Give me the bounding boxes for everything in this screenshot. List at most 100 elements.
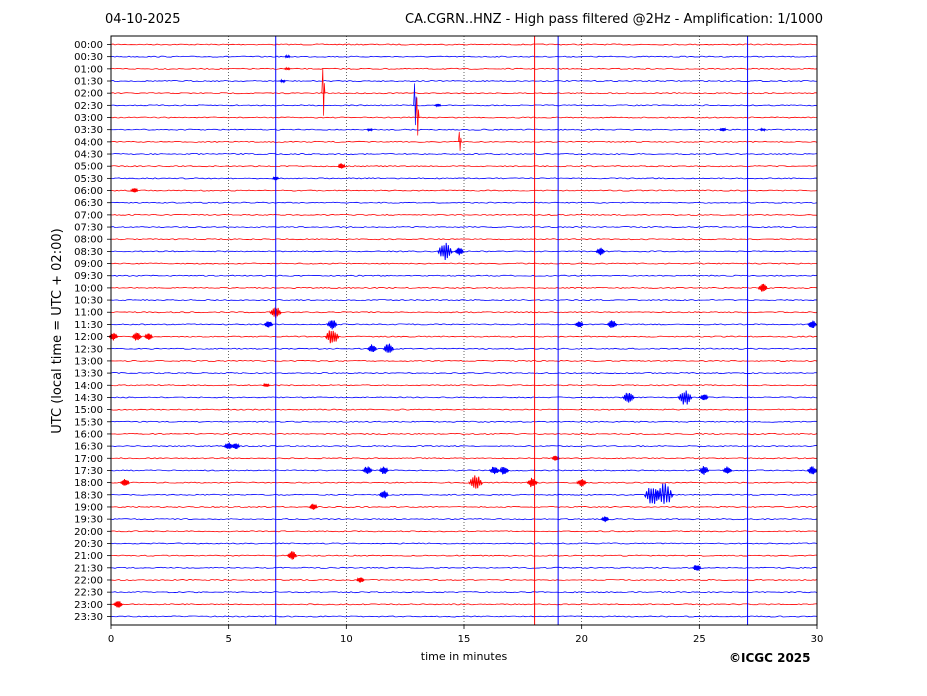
event-mark bbox=[595, 247, 606, 256]
seismic-traces bbox=[110, 43, 818, 618]
event-mark bbox=[526, 477, 538, 488]
trace-row-1700 bbox=[110, 457, 818, 460]
x-tick-label: 10 bbox=[340, 634, 353, 645]
trace-row-2100 bbox=[110, 554, 818, 557]
trace-row-1330 bbox=[110, 372, 818, 375]
x-tick-label: 15 bbox=[458, 634, 471, 645]
y-tick-label: 22:30 bbox=[74, 588, 103, 599]
minute-tick-labels: 0 5 10 15 20 25 30 bbox=[108, 625, 824, 645]
y-tick-label: 12:30 bbox=[74, 344, 103, 355]
y-tick-label: 13:30 bbox=[74, 369, 103, 380]
y-tick-label: 11:00 bbox=[74, 308, 103, 319]
event-mark bbox=[692, 564, 702, 571]
event-mark bbox=[698, 466, 710, 475]
event-mark bbox=[757, 283, 768, 292]
event-mark bbox=[722, 466, 733, 474]
event-mark bbox=[131, 332, 142, 341]
y-tick-label: 07:30 bbox=[74, 223, 103, 234]
event-mark bbox=[677, 390, 693, 405]
x-axis-label: time in minutes bbox=[421, 650, 508, 663]
y-tick-label: 00:00 bbox=[74, 40, 103, 51]
y-tick-label: 20:00 bbox=[74, 527, 103, 538]
y-tick-label: 18:30 bbox=[74, 490, 103, 501]
event-mark bbox=[415, 97, 420, 136]
trace-row-1930 bbox=[110, 518, 818, 521]
event-mark bbox=[434, 103, 442, 108]
trace-row-2200 bbox=[110, 578, 818, 581]
y-tick-label: 06:00 bbox=[74, 186, 103, 197]
event-mark bbox=[607, 320, 618, 329]
trace-row-2330 bbox=[110, 615, 818, 618]
y-tick-label: 02:30 bbox=[74, 101, 103, 112]
event-mark bbox=[308, 503, 318, 510]
event-mark bbox=[337, 163, 346, 169]
y-tick-label: 07:00 bbox=[74, 210, 103, 221]
trace-row-0200 bbox=[110, 92, 818, 95]
event-mark bbox=[130, 187, 139, 193]
trace-row-0930 bbox=[110, 274, 818, 277]
y-tick-label: 10:00 bbox=[74, 283, 103, 294]
x-tick-label: 25 bbox=[693, 634, 706, 645]
event-mark bbox=[622, 392, 635, 403]
y-tick-label: 21:30 bbox=[74, 563, 103, 574]
event-mark bbox=[413, 83, 418, 126]
trace-row-0330 bbox=[110, 128, 818, 131]
event-mark bbox=[326, 320, 338, 330]
trace-row-1800 bbox=[110, 481, 818, 484]
trace-row-2130 bbox=[110, 566, 818, 569]
y-tick-label: 14:00 bbox=[74, 381, 103, 392]
trace-row-2030 bbox=[110, 542, 818, 545]
x-tick-label: 5 bbox=[225, 634, 231, 645]
event-mark bbox=[264, 321, 274, 328]
y-tick-label: 09:00 bbox=[74, 259, 103, 270]
y-tick-label: 16:30 bbox=[74, 442, 103, 453]
y-tick-label: 20:30 bbox=[74, 539, 103, 550]
trace-row-1400 bbox=[110, 384, 818, 387]
event-mark bbox=[284, 53, 291, 59]
y-tick-label: 17:30 bbox=[74, 466, 103, 477]
y-tick-label: 16:00 bbox=[74, 429, 103, 440]
y-tick-label: 18:00 bbox=[74, 478, 103, 489]
event-mark bbox=[437, 242, 453, 261]
y-tick-label: 23:30 bbox=[74, 612, 103, 623]
y-tick-label: 00:30 bbox=[74, 52, 103, 63]
trace-row-1630 bbox=[110, 445, 818, 448]
trace-row-2300 bbox=[110, 603, 818, 606]
y-tick-label: 13:00 bbox=[74, 356, 103, 367]
copyright-credit: ©ICGC 2025 bbox=[729, 651, 811, 665]
event-mark bbox=[284, 66, 291, 71]
trace-row-1100 bbox=[110, 311, 818, 314]
event-mark bbox=[807, 466, 818, 475]
y-tick-label: 11:30 bbox=[74, 320, 103, 331]
event-mark bbox=[287, 551, 298, 560]
event-mark bbox=[457, 131, 462, 151]
y-tick-label: 10:30 bbox=[74, 296, 103, 307]
trace-row-0430 bbox=[110, 153, 818, 155]
trace-row-1430 bbox=[110, 396, 818, 399]
trace-row-0130 bbox=[110, 80, 818, 82]
y-tick-label: 19:00 bbox=[74, 502, 103, 513]
event-mark bbox=[759, 127, 766, 133]
seismic-events bbox=[108, 53, 818, 608]
event-mark bbox=[362, 466, 373, 474]
x-tick-label: 30 bbox=[811, 634, 824, 645]
x-tick-label: 20 bbox=[575, 634, 588, 645]
trace-row-1030 bbox=[110, 299, 818, 302]
trace-row-1230 bbox=[110, 347, 818, 350]
y-tick-label: 05:30 bbox=[74, 174, 103, 185]
trace-row-0800 bbox=[110, 238, 818, 241]
event-mark bbox=[367, 344, 378, 352]
trace-row-1200 bbox=[110, 335, 818, 338]
y-tick-label: 03:00 bbox=[74, 113, 103, 124]
x-tick-label: 0 bbox=[108, 634, 114, 645]
header-title: CA.CGRN..HNZ - High pass filtered @2Hz -… bbox=[405, 12, 823, 27]
event-mark bbox=[454, 247, 465, 256]
trace-row-0600 bbox=[110, 189, 818, 192]
event-mark bbox=[699, 394, 709, 401]
header-date: 04-10-2025 bbox=[105, 12, 181, 27]
event-mark bbox=[324, 330, 340, 344]
event-mark bbox=[366, 127, 373, 133]
y-tick-label: 01:00 bbox=[74, 64, 103, 75]
